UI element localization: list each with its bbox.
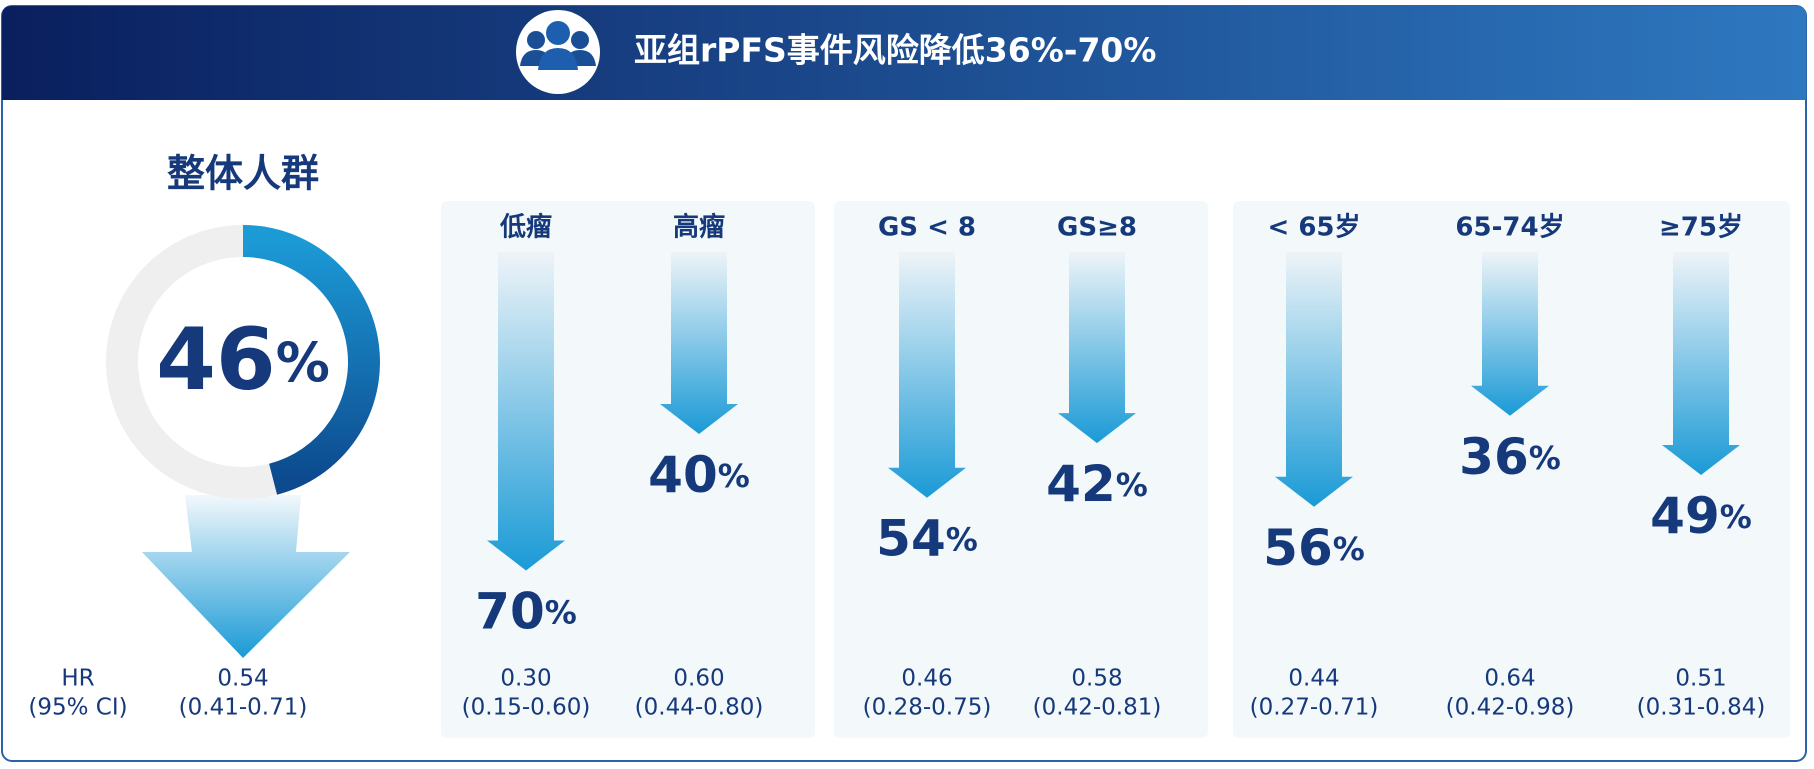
value-label: 40% xyxy=(648,446,750,504)
value-label: 70% xyxy=(475,582,577,640)
header-bar xyxy=(2,6,1806,100)
panel xyxy=(834,201,1208,738)
reduction-arrow xyxy=(1662,252,1740,475)
category-label: 高瘤 xyxy=(673,212,725,243)
value-label: 36% xyxy=(1459,427,1561,485)
hr-value: 0.60 xyxy=(673,666,724,692)
donut-arc xyxy=(242,225,380,495)
value-label: 56% xyxy=(1263,518,1365,576)
hr-value: 0.64 xyxy=(1484,666,1535,692)
ci-value: (0.42-0.98) xyxy=(1446,695,1575,721)
hr-value: 0.30 xyxy=(500,666,551,692)
ci-value: (0.31-0.84) xyxy=(1637,695,1766,721)
people-icon xyxy=(516,10,600,94)
category-label: GS < 8 xyxy=(878,213,976,243)
reduction-arrow xyxy=(660,252,738,434)
overall-arrow xyxy=(142,495,350,658)
value-label: 49% xyxy=(1650,486,1752,544)
ci-value: (0.15-0.60) xyxy=(462,695,591,721)
ci-value: (0.28-0.75) xyxy=(863,695,992,721)
category-label: 低瘤 xyxy=(499,212,552,243)
hr-value: 0.44 xyxy=(1288,666,1339,692)
overall-title: 整体人群 xyxy=(167,152,319,196)
hr-value: 0.54 xyxy=(217,666,268,692)
panel xyxy=(441,201,815,738)
overall-value: 46% xyxy=(156,310,330,410)
panel xyxy=(1233,201,1790,738)
hr-value: 0.51 xyxy=(1675,666,1726,692)
value-label: 54% xyxy=(876,509,978,567)
ci-value: (0.44-0.80) xyxy=(635,695,764,721)
reduction-arrow xyxy=(1275,252,1353,507)
ci-value: (0.42-0.81) xyxy=(1033,695,1162,721)
header-title: 亚组rPFS事件风险降低36%-70% xyxy=(634,31,1156,70)
category-label: ≥75岁 xyxy=(1659,212,1743,243)
hr-label: HR xyxy=(61,666,94,692)
reduction-arrow xyxy=(1058,252,1136,444)
hr-value: 0.46 xyxy=(901,666,952,692)
reduction-arrow xyxy=(1471,252,1549,416)
ci-label: (95% CI) xyxy=(28,695,127,721)
ci-value: (0.27-0.71) xyxy=(1250,695,1379,721)
category-label: GS≥8 xyxy=(1057,213,1137,243)
category-label: 65-74岁 xyxy=(1455,212,1564,243)
value-label: 42% xyxy=(1046,455,1148,513)
reduction-arrow xyxy=(487,252,565,571)
ci-value: (0.41-0.71) xyxy=(179,695,308,721)
category-label: < 65岁 xyxy=(1267,212,1360,243)
reduction-arrow xyxy=(888,252,966,498)
hr-value: 0.58 xyxy=(1071,666,1122,692)
